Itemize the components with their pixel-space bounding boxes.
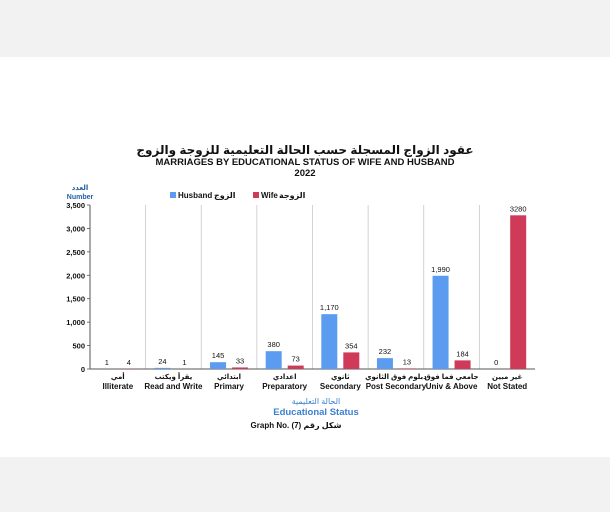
y-tick-label: 2,500 [66, 248, 85, 257]
x-tick-label: Univ & Above [426, 382, 478, 391]
data-label-husband: 24 [158, 357, 166, 366]
bar-wife [510, 215, 527, 369]
x-tick-label: Secondary [320, 382, 361, 391]
x-tick-label: Post Secondary [366, 382, 427, 391]
data-label-husband: 145 [212, 351, 225, 360]
data-label-wife: 354 [345, 341, 358, 350]
chart-panel: عقود الزواج المسجلة حسب الحالة التعليمية… [0, 57, 610, 457]
chart-legend: Husband الزوج Wife الزوجة [170, 191, 306, 200]
data-label-husband: 0 [494, 358, 498, 367]
x-tick-label: Read and Write [144, 382, 203, 391]
x-axis-label: Educational Status [273, 407, 359, 418]
data-label-wife: 1 [182, 358, 186, 367]
x-tick-label: Primary [214, 382, 244, 391]
graph-caption: Graph No. (7) شكل رقم [251, 421, 342, 430]
legend-swatch-wife [253, 192, 259, 198]
x-tick-label-arabic: دبلوم فوق الثانوي [365, 374, 427, 381]
legend-swatch-husband [170, 192, 176, 198]
y-tick-label: 2,000 [66, 271, 85, 280]
legend-label-wife-arabic: الزوجة [279, 191, 306, 200]
y-tick-label: 500 [72, 342, 85, 351]
y-axis-label: Number [67, 194, 94, 201]
x-tick-label-arabic: ابتدائي [217, 374, 241, 381]
data-label-husband: 232 [379, 347, 392, 356]
x-tick-label-arabic: أمي [111, 372, 125, 381]
legend-label-husband-arabic: الزوج [214, 191, 236, 200]
legend-label-wife: Wife [261, 191, 278, 200]
x-tick-label-arabic: جامعي فما فوق [425, 374, 479, 381]
legend-label-husband: Husband [178, 191, 212, 200]
y-tick-label: 1,500 [66, 295, 85, 304]
data-label-husband: 1,990 [431, 265, 450, 274]
bar-husband [321, 314, 338, 369]
data-label-wife: 4 [127, 358, 131, 367]
data-label-wife: 33 [236, 356, 244, 365]
bar-chart: عقود الزواج المسجلة حسب الحالة التعليمية… [66, 143, 535, 430]
y-tick-label: 3,000 [66, 224, 85, 233]
data-label-husband: 1,170 [320, 303, 339, 312]
data-label-husband: 380 [267, 340, 280, 349]
plot-area: 0 500 1,000 1,500 2,000 2,500 3,000 3,500 1 4أميI… [66, 201, 535, 391]
data-label-wife: 3280 [510, 204, 527, 213]
chart-title-arabic: عقود الزواج المسجلة حسب الحالة التعليمية… [136, 143, 473, 158]
x-axis-label-arabic: الحالة التعليمية [292, 397, 341, 406]
y-axis-label-arabic: العدد [72, 185, 89, 192]
chart-title: MARRIAGES BY EDUCATIONAL STATUS OF WIFE … [155, 157, 454, 168]
y-tick-label: 1,000 [66, 318, 85, 327]
bar-wife [232, 367, 249, 369]
bar-husband [154, 367, 171, 369]
y-tick-label: 3,500 [66, 201, 85, 210]
bar-wife [454, 360, 471, 369]
data-label-wife: 13 [403, 357, 411, 366]
x-tick-label-arabic: اعدادي [273, 374, 297, 381]
bar-husband [432, 275, 449, 369]
data-label-wife: 184 [456, 349, 469, 358]
x-tick-label: Illiterate [102, 382, 133, 391]
data-label-husband: 1 [105, 358, 109, 367]
x-tick-label-arabic: ثانوي [331, 374, 350, 381]
bar-wife [343, 352, 360, 369]
x-tick-label-arabic: يقرأ ويكتب [155, 372, 193, 381]
data-label-wife: 73 [292, 355, 300, 364]
x-tick-label: Preparatory [262, 382, 307, 391]
bar-wife [398, 368, 415, 369]
bar-husband [265, 351, 282, 369]
chart-year: 2022 [294, 168, 315, 179]
bar-husband [210, 362, 227, 369]
bar-husband [376, 358, 393, 369]
x-tick-label: Not Stated [487, 382, 527, 391]
y-tick-label: 0 [81, 365, 85, 374]
x-tick-label-arabic: غير مبين [492, 374, 523, 381]
bar-wife [287, 365, 304, 369]
